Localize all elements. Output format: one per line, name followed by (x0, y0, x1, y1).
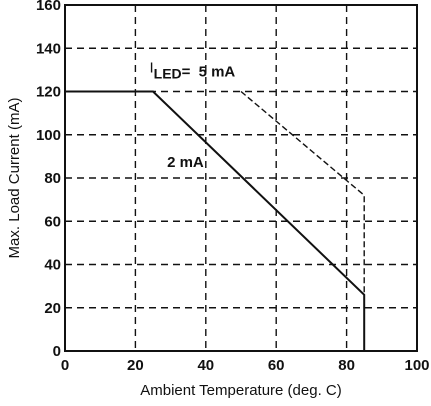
grid-lines (65, 5, 417, 351)
annotation-2ma: 2 mA (167, 154, 204, 171)
x-axis-label: Ambient Temperature (deg. C) (140, 382, 341, 399)
x-tick-label-0: 0 (61, 357, 69, 374)
annotation-iled: ILED= 5 mA (149, 59, 235, 81)
y-tick-label-100: 100 (36, 127, 61, 144)
annotation-iled-prefix: I (149, 59, 153, 76)
series-lines (65, 90, 366, 351)
y-tick-label-20: 20 (44, 300, 61, 317)
x-tick-label-40: 40 (197, 357, 214, 374)
tick-labels: 0 20 40 60 80 100 0 20 40 60 80 100 120 140 160 (36, 0, 430, 374)
x-tick-label-60: 60 (268, 357, 285, 374)
x-tick-label-100: 100 (404, 357, 429, 374)
x-tick-label-20: 20 (127, 357, 144, 374)
annotation-5ma: 5 mA (199, 63, 236, 80)
annotation-iled-subscript: LED (154, 65, 182, 81)
y-tick-label-120: 120 (36, 84, 61, 101)
y-tick-label-160: 160 (36, 0, 61, 14)
y-tick-label-140: 140 (36, 40, 61, 57)
y-tick-label-60: 60 (44, 213, 61, 230)
x-tick-label-80: 80 (338, 357, 355, 374)
annotation-iled-equals: = (182, 63, 195, 80)
y-tick-label-40: 40 (44, 257, 61, 274)
y-tick-label-80: 80 (44, 170, 61, 187)
series-line-5-ma (240, 90, 365, 351)
y-tick-label-0: 0 (53, 343, 61, 360)
y-axis-label: Max. Load Current (mA) (6, 98, 23, 259)
plot-frame (64, 4, 418, 352)
